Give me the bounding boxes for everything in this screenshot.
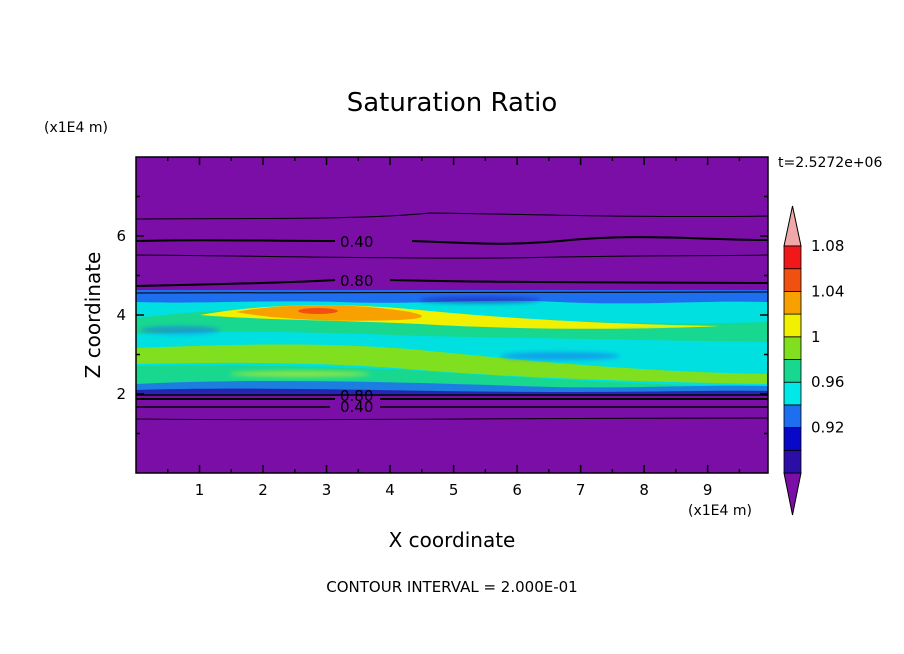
x-tick-label: 8	[639, 481, 649, 499]
x-tick-label: 6	[512, 481, 522, 499]
x-tick-label: 7	[576, 481, 586, 499]
colorbar-label: 1	[811, 328, 821, 346]
colorbar-swatch	[783, 336, 802, 360]
colorbar-label: 0.92	[811, 419, 844, 437]
contour-label: 0.40	[340, 233, 373, 251]
colorbar-swatch	[783, 245, 802, 270]
contour-line-top	[136, 212, 768, 220]
colorbar-label: 0.96	[811, 373, 844, 391]
contour-line-080-upper	[136, 279, 768, 287]
band-red-core	[298, 308, 338, 314]
colorbar-swatch	[783, 427, 802, 451]
tick-labels: 1 2 3 4 5 6 7 8 9 2 4 6	[116, 227, 712, 499]
contour-label: 0.80	[340, 272, 373, 290]
band-blue-top	[136, 290, 768, 304]
y-tick-label: 6	[116, 227, 126, 245]
contour-line-040-upper	[136, 236, 768, 245]
colorbar-under-triangle	[783, 472, 802, 516]
x-tick-label: 3	[322, 481, 332, 499]
x-tick-label: 2	[258, 481, 268, 499]
colorbar	[783, 205, 802, 516]
x-tick-label: 4	[385, 481, 395, 499]
time-label: t=2.5272e+06	[778, 155, 883, 171]
colorbar-over-triangle	[783, 205, 802, 247]
saturation-field	[136, 290, 768, 395]
colorbar-swatch	[783, 268, 802, 292]
colorbar-swatch	[783, 381, 802, 406]
colorbar-swatch	[783, 290, 802, 315]
contour-labels: 0.40 0.80 0.80 0.40	[340, 233, 373, 416]
band-navy-bottom	[136, 388, 768, 395]
axis-ticks	[136, 157, 768, 473]
x-tick-label: 1	[195, 481, 205, 499]
colorbar-swatch	[783, 404, 802, 428]
x-tick-label: 5	[449, 481, 459, 499]
y-tick-label: 4	[116, 306, 126, 324]
colorbar-labels: 0.92 0.96 1 1.04 1.08	[811, 237, 844, 437]
y-tick-label: 2	[116, 385, 126, 403]
contour-label: 0.40	[340, 398, 373, 416]
y-axis-unit: (x1E4 m)	[44, 120, 108, 136]
contour-label: 0.80	[340, 387, 373, 405]
contour-line-mid-upper	[136, 254, 768, 259]
y-axis-label: Z coordinate	[81, 251, 105, 379]
band-yellow-green-mid	[136, 344, 768, 384]
x-axis-label: X coordinate	[388, 528, 516, 552]
colorbar-swatch	[783, 449, 802, 474]
colorbar-swatch	[783, 359, 802, 383]
contour-line-bottom	[136, 417, 768, 421]
x-tick-label: 9	[703, 481, 713, 499]
contour-interval-note: CONTOUR INTERVAL = 2.000E-01	[326, 578, 578, 596]
colorbar-swatch	[783, 313, 802, 338]
x-axis-unit: (x1E4 m)	[688, 503, 752, 519]
colorbar-label: 1.08	[811, 237, 844, 255]
band-texture	[140, 297, 710, 377]
chart-title: Saturation Ratio	[346, 88, 558, 118]
colorbar-label: 1.04	[811, 282, 844, 300]
